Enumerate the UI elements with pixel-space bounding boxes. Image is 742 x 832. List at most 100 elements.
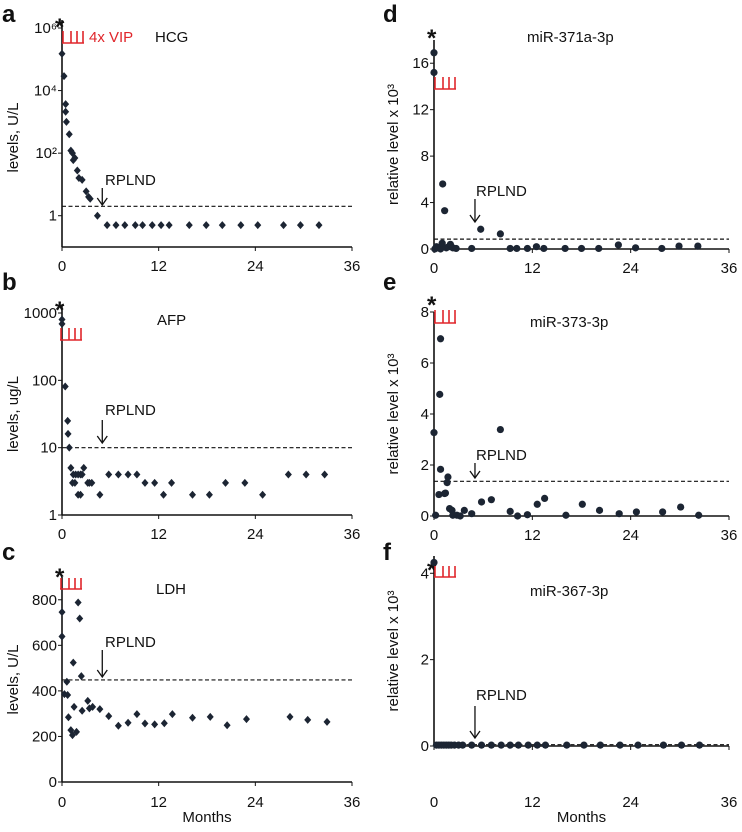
data-point [513, 512, 522, 520]
panel-c: c 0 12 24 36 0 200 400 600 800 levels, U/L LDH * RPLN… [2, 539, 360, 826]
panel-title: HCG [155, 29, 188, 46]
y-tick-label: 10 [40, 440, 57, 457]
data-point [658, 244, 666, 253]
data-point [443, 478, 451, 487]
data-point [541, 494, 549, 503]
data-point [634, 741, 642, 749]
data-point [96, 705, 104, 714]
data-point [677, 503, 685, 511]
x-tick-label: 12 [524, 794, 541, 811]
x-tick-label: 24 [622, 260, 639, 277]
data-point [694, 242, 702, 250]
data-point [523, 511, 532, 519]
y-tick-label: 4 [421, 565, 429, 582]
rplnd-annotation: RPLND [476, 687, 527, 704]
y-tick-label: 1 [49, 208, 57, 225]
down-arrow-icon [469, 463, 481, 480]
down-arrow-icon [96, 650, 108, 679]
data-point [141, 719, 149, 728]
data-point [112, 221, 120, 230]
data-point [430, 558, 438, 567]
x-tick-label: 24 [247, 794, 264, 811]
data-point [632, 508, 641, 516]
data-point [302, 470, 310, 479]
data-point [64, 416, 72, 425]
data-point [254, 221, 262, 230]
data-point [62, 100, 70, 109]
data-point [206, 712, 214, 721]
data-point [439, 180, 447, 188]
data-point [659, 741, 668, 749]
data-point [86, 194, 94, 203]
y-axis-label: relative level x 10³ [385, 354, 402, 475]
data-point [168, 710, 176, 719]
data-point [63, 677, 71, 686]
treatment-cycles-icon [434, 566, 456, 578]
data-point [96, 490, 104, 499]
down-arrow-icon [469, 199, 481, 224]
data-point [80, 463, 88, 472]
data-point [151, 478, 159, 487]
data-point [259, 490, 267, 499]
data-point [468, 510, 476, 518]
data-point [165, 221, 173, 230]
data-point [496, 230, 504, 238]
down-arrow-icon [469, 706, 481, 740]
data-point [205, 490, 213, 499]
y-tick-label: 1 [49, 507, 57, 524]
y-axis-label: relative level x 10³ [385, 84, 402, 205]
x-tick-label: 0 [58, 258, 66, 275]
data-point [430, 429, 438, 437]
asterisk-marker: * [427, 557, 437, 584]
data-point [497, 741, 505, 749]
panel-letter: c [2, 539, 15, 566]
rplnd-annotation: RPLND [476, 183, 527, 200]
data-point [675, 242, 683, 250]
data-point [436, 245, 445, 253]
data-point [540, 244, 548, 253]
y-tick-label: 8 [421, 304, 429, 321]
y-tick-label: 800 [32, 592, 57, 609]
y-tick-label: 0 [421, 241, 429, 258]
y-tick-label: 10² [35, 145, 57, 162]
data-point [532, 243, 541, 251]
data-point [430, 68, 438, 77]
y-tick-label: 0 [49, 774, 57, 791]
data-point [58, 315, 66, 324]
panel-b: b 0 12 24 36 1 10 100 1000 levels, ug/L AFP * RPLND [2, 269, 360, 543]
data-point [133, 470, 141, 479]
x-tick-label: 12 [524, 527, 541, 544]
data-point [78, 706, 86, 715]
x-tick-label: 0 [430, 260, 438, 277]
y-tick-label: 2 [421, 652, 429, 669]
x-tick-label: 0 [430, 794, 438, 811]
rplnd-annotation: RPLND [476, 447, 527, 464]
data-point [506, 244, 514, 253]
panel-title: miR-367-3p [530, 583, 608, 600]
y-axis-label: levels, U/L [5, 644, 22, 714]
panel-letter: d [383, 1, 398, 28]
panel-d: d 0 12 24 36 0 4 8 12 16 relative level x 10³ miR-3… [383, 1, 737, 277]
data-point [124, 718, 132, 727]
data-point [304, 715, 312, 724]
data-point [237, 221, 245, 230]
data-point [444, 473, 452, 481]
panel-letter: e [383, 269, 396, 296]
x-tick-label: 36 [721, 260, 738, 277]
data-point [432, 511, 440, 519]
x-tick-label: 0 [58, 526, 66, 543]
y-tick-label: 400 [32, 683, 57, 700]
data-point [148, 221, 156, 230]
data-point [631, 244, 640, 252]
data-point [103, 221, 111, 230]
x-tick-label: 12 [524, 260, 541, 277]
data-point [71, 153, 79, 162]
data-point [506, 741, 514, 749]
data-point [151, 720, 159, 729]
x-tick-label: 24 [247, 526, 264, 543]
down-arrow-icon [96, 188, 108, 207]
data-point [487, 496, 495, 504]
treatment-cycles-icon [60, 328, 82, 341]
panel-title: miR-373-3p [530, 314, 608, 331]
